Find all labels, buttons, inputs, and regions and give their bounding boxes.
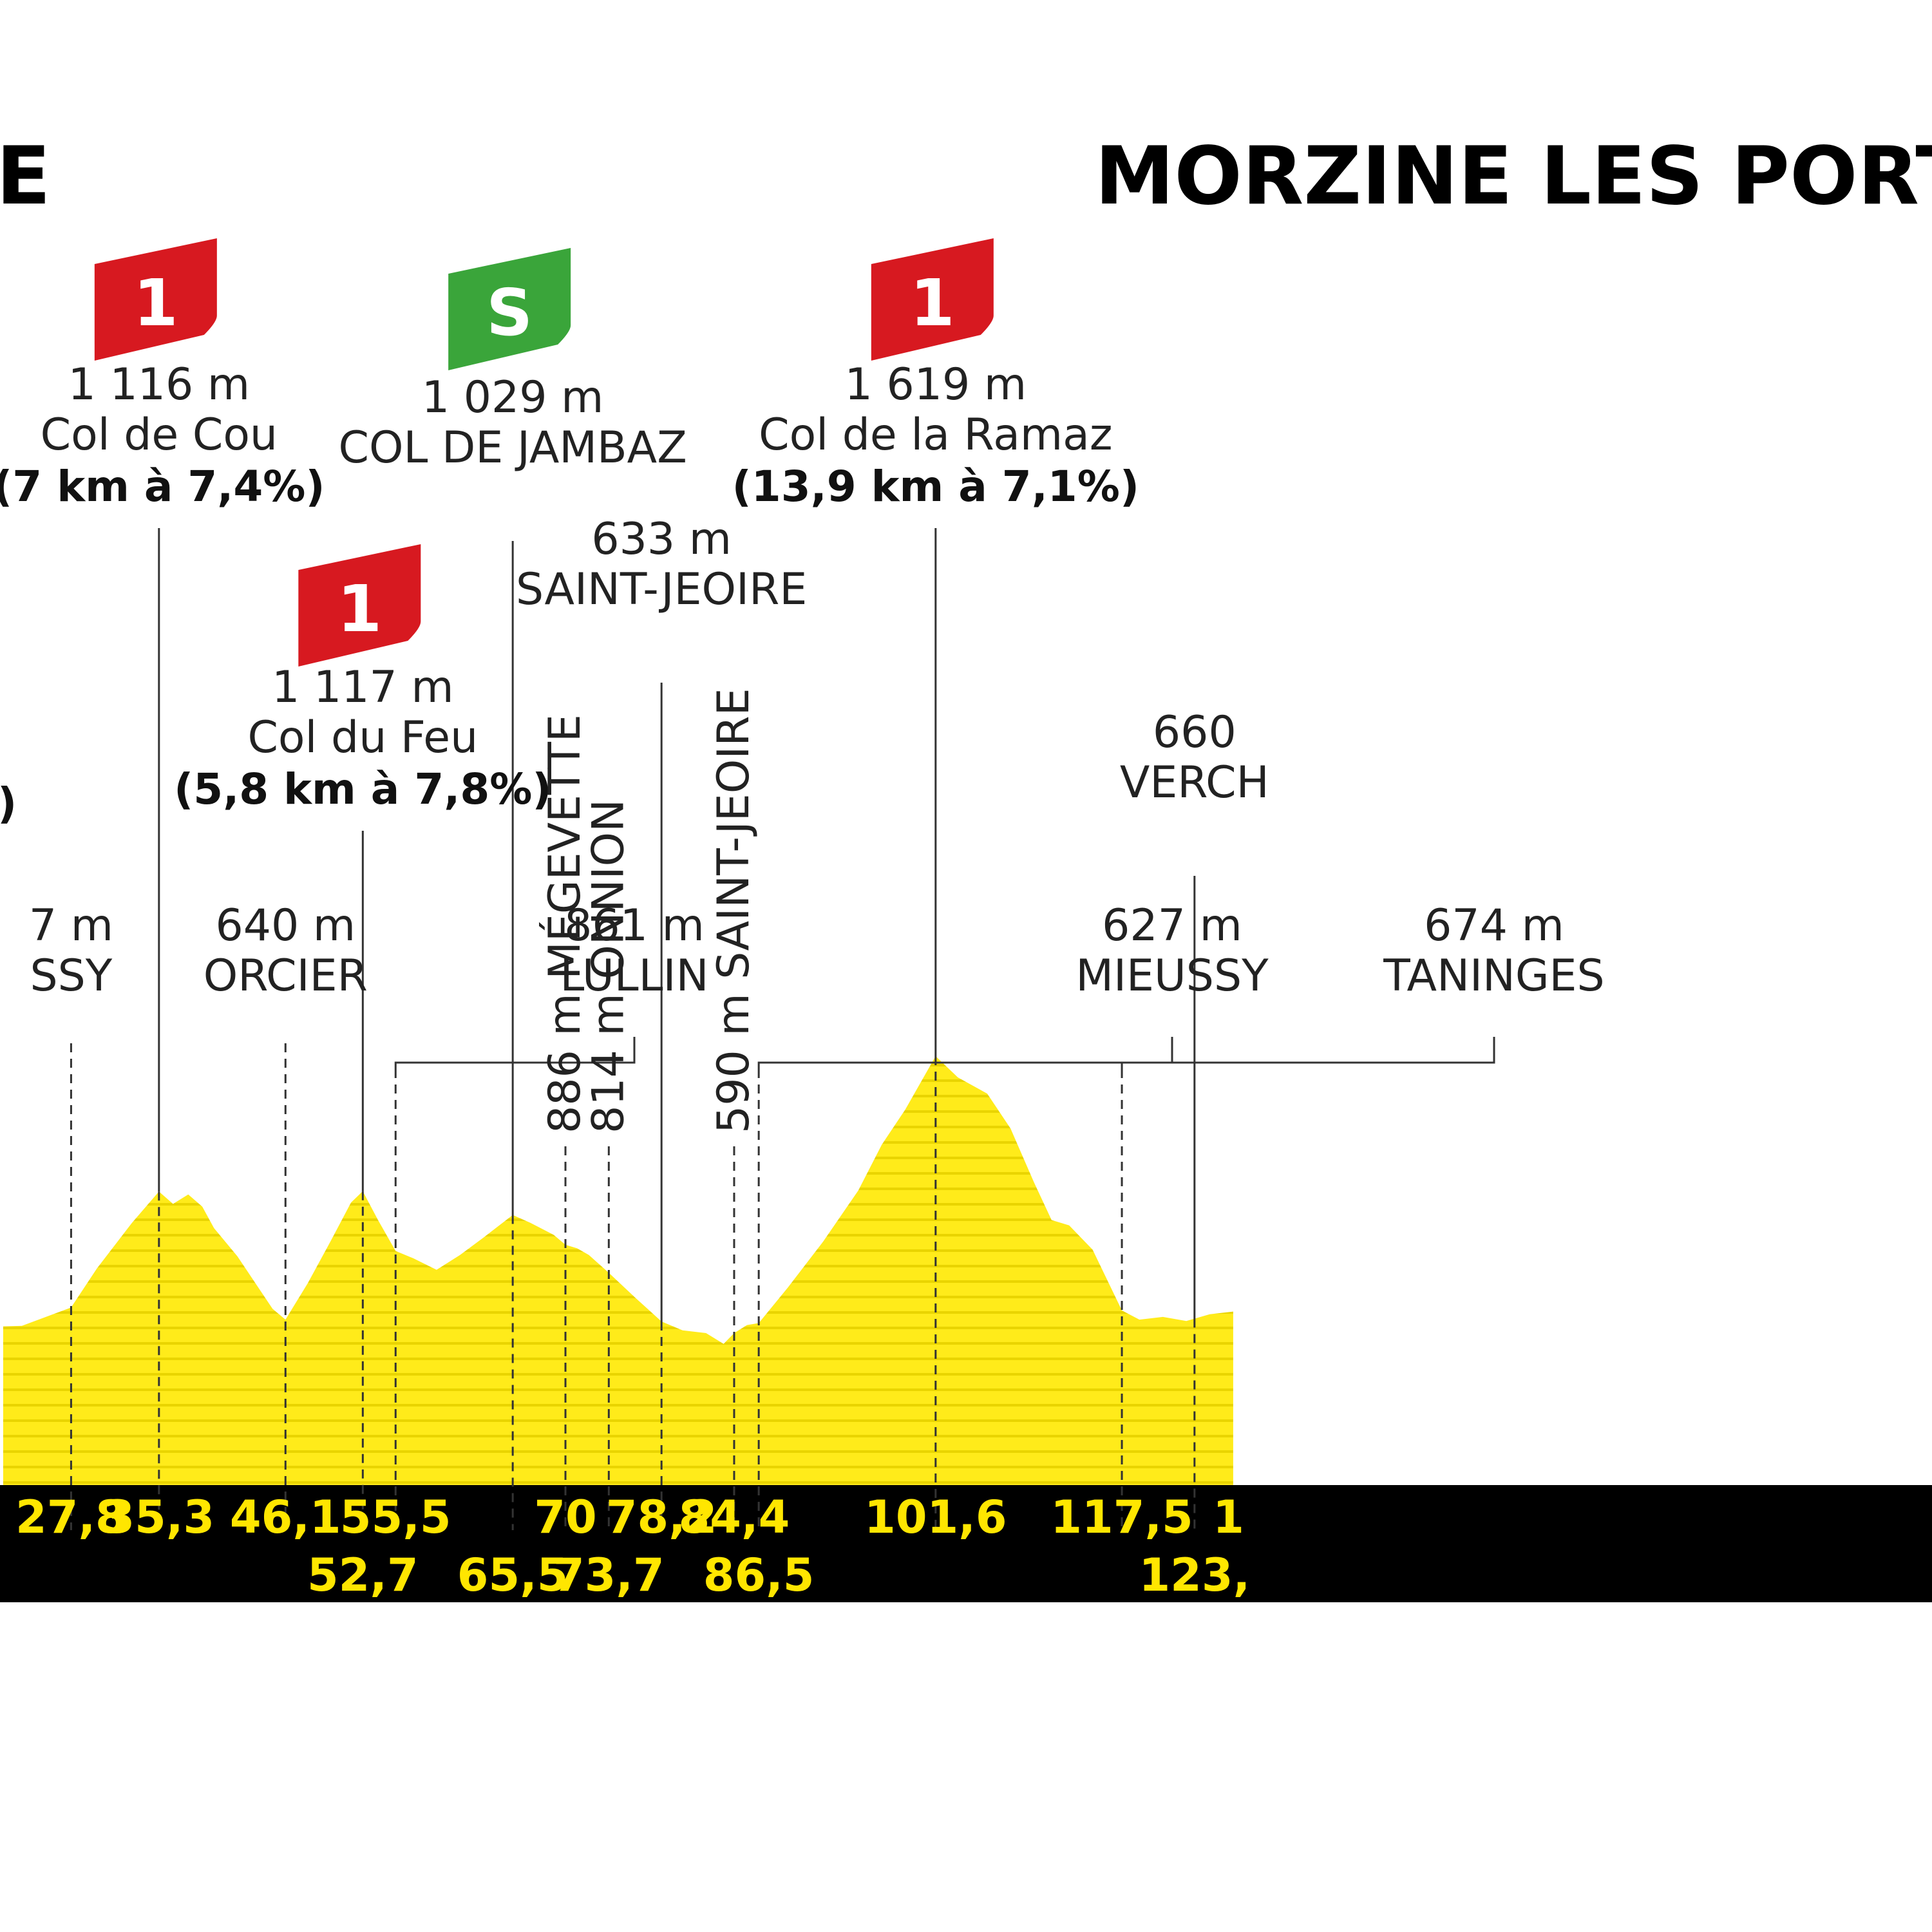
category-label: 1 xyxy=(337,571,383,647)
waypoint-name: MIEUSSY xyxy=(1075,951,1269,1001)
waypoint-altitude: 627 m xyxy=(1102,900,1242,951)
partial-climb-label: ) xyxy=(0,779,17,828)
km-marker: 78,2 xyxy=(606,1491,717,1544)
waypoint-altitude: 1 619 m xyxy=(845,359,1027,410)
km-marker: 123, xyxy=(1139,1549,1250,1602)
waypoint-name: Col de la Ramaz xyxy=(759,410,1112,460)
km-marker: 27,8 xyxy=(15,1491,127,1544)
km-marker: 117,5 xyxy=(1050,1491,1193,1544)
waypoint-altitude: 633 m xyxy=(591,514,732,565)
category-label: 1 xyxy=(910,265,955,341)
waypoint-leader-lines xyxy=(70,528,1495,1530)
km-marker: 84,4 xyxy=(679,1491,790,1544)
waypoint-altitude: 861 m xyxy=(564,900,705,951)
waypoint-altitude: 640 m xyxy=(215,900,355,951)
category-1-climb-badge xyxy=(298,544,421,667)
km-marker: 52,7 xyxy=(307,1549,419,1602)
waypoint-altitude: 674 m xyxy=(1424,900,1564,951)
waypoint-vertical-label: 886 m MÉGEVETTE xyxy=(539,714,591,1133)
waypoint-vertical-label: 814 m ONNION xyxy=(583,799,634,1133)
km-marker: 1 xyxy=(1213,1491,1244,1544)
leader-elbow xyxy=(394,1037,636,1069)
waypoint-name: LULLIN xyxy=(560,951,709,1001)
sprint-badge xyxy=(448,248,571,370)
waypoint-altitude: 1 116 m xyxy=(68,359,251,410)
climb-length-gradient: (5,8 km à 7,8%) xyxy=(174,764,551,814)
waypoint-vertical-label: 590 m SAINT-JEOIRE xyxy=(708,688,759,1133)
km-marker: 86,5 xyxy=(703,1549,815,1602)
km-marker: 70 xyxy=(534,1491,596,1544)
waypoint-name: VERCH xyxy=(1120,757,1269,808)
category-1-climb-badge xyxy=(871,238,994,361)
climb-length-gradient: (13,9 km à 7,1%) xyxy=(732,462,1139,511)
waypoint-name: COL DE JAMBAZ xyxy=(339,422,687,473)
waypoint-name: SSY xyxy=(30,951,112,1001)
leader-elbow xyxy=(1121,1037,1495,1069)
waypoint-altitude: 660 xyxy=(1153,707,1236,758)
km-marker: 35,3 xyxy=(103,1491,214,1544)
category-1-climb-badge xyxy=(94,238,217,361)
waypoint-name: Col du Feu xyxy=(247,712,478,763)
waypoint-altitude: 7 m xyxy=(29,900,113,951)
waypoint-altitude: 1 117 m xyxy=(272,662,454,713)
left-finish-title: E xyxy=(0,130,51,223)
climb-length-gradient: (7 km à 7,4%) xyxy=(0,462,325,511)
waypoint-name: SAINT-JEOIRE xyxy=(516,564,807,615)
right-finish-title: MORZINE LES PORTE xyxy=(1095,130,1932,223)
km-marker: 73,7 xyxy=(553,1549,665,1602)
km-marker: 55,5 xyxy=(340,1491,451,1544)
waypoint-name: TANINGES xyxy=(1383,951,1604,1001)
category-label: 1 xyxy=(133,265,178,341)
sprint-icon: S xyxy=(486,275,533,350)
km-marker: 46,1 xyxy=(230,1491,341,1544)
km-marker: 101,6 xyxy=(864,1491,1007,1544)
waypoint-altitude: 1 029 m xyxy=(422,372,604,423)
elevation-profile-area xyxy=(3,1056,1233,1485)
waypoint-name: Col de Cou xyxy=(41,410,278,460)
km-marker-labels: 27,835,3 46,155,5 70 78,284,4 101,6 117,5 1 52,… xyxy=(15,1491,1250,1602)
leader-elbow xyxy=(757,1037,1173,1069)
km-marker: 65,5 xyxy=(457,1549,569,1602)
waypoint-name: ORCIER xyxy=(204,951,368,1001)
km-band xyxy=(0,1485,1932,1602)
